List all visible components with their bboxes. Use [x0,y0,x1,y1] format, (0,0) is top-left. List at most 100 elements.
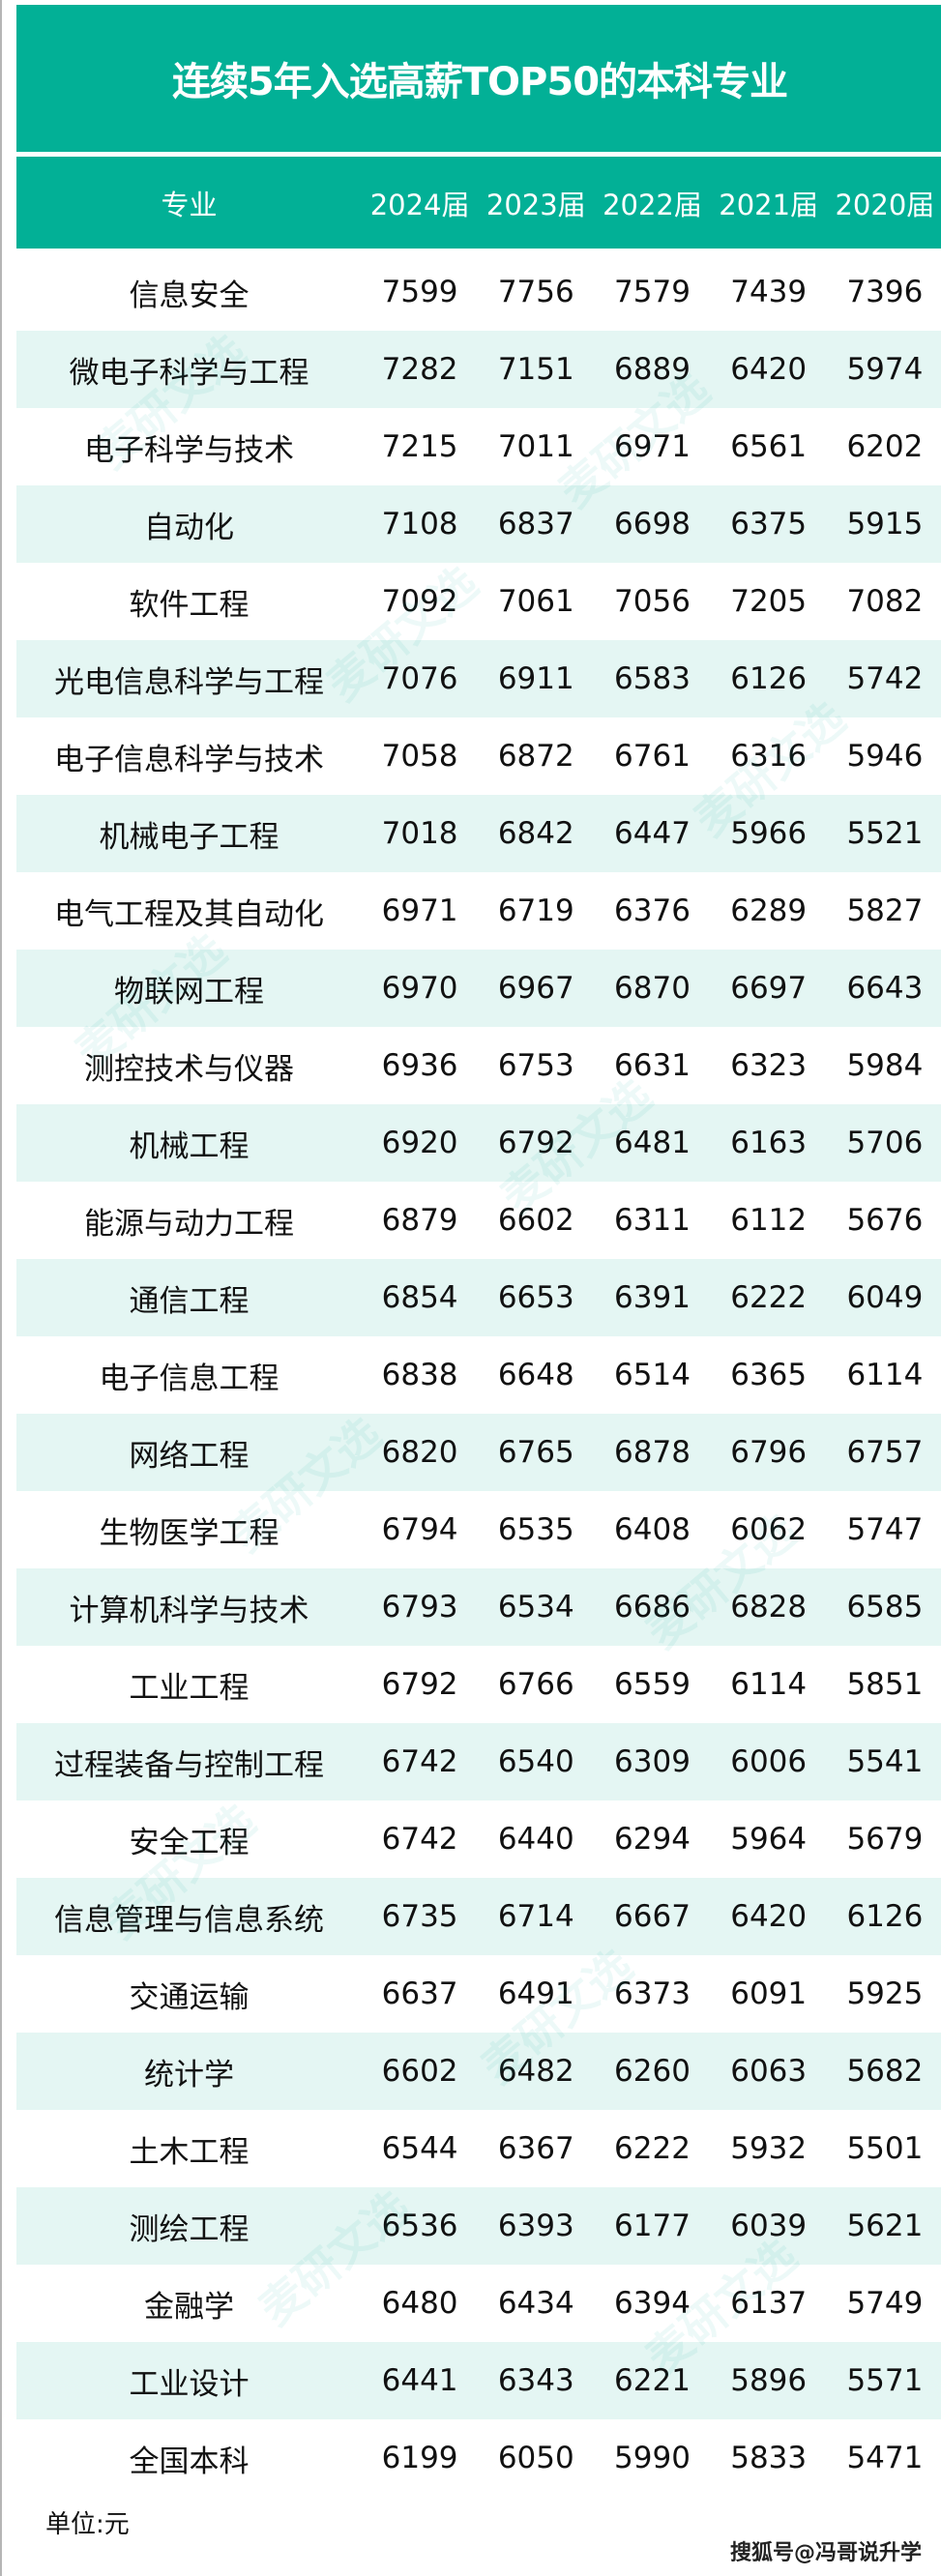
salary-cell: 6480 [381,2286,458,2321]
salary-cell: 6936 [381,1048,458,1083]
salary-cell: 6199 [381,2441,458,2475]
table-row: 网络工程 6820 6765 6878 6796 6757 [16,1414,941,1491]
salary-cell: 7205 [730,584,808,619]
salary-cell: 6420 [730,352,808,387]
salary-cell: 7076 [381,661,458,696]
major-name: 测控技术与仪器 [84,1051,294,1087]
salary-cell: 6343 [497,2363,574,2398]
salary-cell: 7282 [381,352,458,387]
major-name: 物联网工程 [114,974,264,1010]
salary-cell: 6828 [730,1590,808,1625]
salary-cell: 6177 [614,2209,691,2243]
salary-cell: 5984 [846,1048,924,1083]
salary-cell: 6289 [730,893,808,928]
salary-cell: 6393 [497,2209,574,2243]
major-name: 工业工程 [129,1670,250,1706]
salary-cell: 5471 [846,2441,924,2475]
salary-cell: 6854 [381,1280,458,1315]
salary-cell: 6967 [497,971,574,1006]
table-row: 土木工程 6544 6367 6222 5932 5501 [16,2110,941,2187]
salary-cell: 5915 [846,507,924,542]
salary-cell: 7108 [381,507,458,542]
column-header: 2024届 [369,188,470,221]
salary-cell: 6648 [497,1358,574,1392]
salary-cell: 6420 [730,1899,808,1934]
salary-cell: 7215 [381,429,458,464]
table-row: 交通运输 6637 6491 6373 6091 5925 [16,1955,941,2033]
salary-cell: 6434 [497,2286,574,2321]
salary-cell: 6114 [846,1358,924,1392]
table-row: 物联网工程 6970 6967 6870 6697 6643 [16,950,941,1027]
major-name: 金融学 [144,2289,234,2325]
table-row: 能源与动力工程 6879 6602 6311 6112 5676 [16,1182,941,1259]
salary-cell: 6643 [846,971,924,1006]
salary-cell: 5932 [730,2131,808,2166]
salary-cell: 6889 [614,352,691,387]
column-header: 2020届 [835,188,935,221]
salary-cell: 6911 [497,661,574,696]
table-row: 微电子科学与工程 7282 7151 6889 6420 5974 [16,331,941,408]
salary-cell: 7058 [381,739,458,774]
salary-cell: 6316 [730,739,808,774]
column-header: 专业 [161,188,218,221]
salary-cell: 6222 [614,2131,691,2166]
salary-cell: 6970 [381,971,458,1006]
table-row: 金融学 6480 6434 6394 6137 5749 [16,2265,941,2342]
major-name: 机械工程 [129,1128,250,1164]
salary-cell: 7579 [614,275,691,309]
salary-cell: 6761 [614,739,691,774]
source-watermark: 搜狐号@冯哥说升学 [729,2541,922,2565]
salary-cell: 6408 [614,1512,691,1547]
table-row: 信息安全 7599 7756 7579 7439 7396 [16,253,941,331]
salary-cell: 6062 [730,1512,808,1547]
unit-note: 单位:元 [45,2510,130,2539]
salary-cell: 6792 [497,1126,574,1160]
salary-cell: 6971 [614,429,691,464]
salary-cell: 6540 [497,1744,574,1779]
salary-cell: 6323 [730,1048,808,1083]
salary-cell: 5621 [846,2209,924,2243]
salary-cell: 7396 [846,275,924,309]
salary-cell: 6766 [497,1667,574,1702]
table-row: 测控技术与仪器 6936 6753 6631 6323 5984 [16,1027,941,1104]
table-row: 电气工程及其自动化 6971 6719 6376 6289 5827 [16,872,941,950]
salary-cell: 6137 [730,2286,808,2321]
salary-cell: 6602 [497,1203,574,1238]
major-name: 软件工程 [129,587,250,623]
salary-cell: 5966 [730,816,808,851]
salary-cell: 6837 [497,507,574,542]
salary-cell: 6491 [497,1976,574,2011]
major-name: 安全工程 [129,1825,250,1860]
salary-cell: 6514 [614,1358,691,1392]
salary-cell: 5682 [846,2054,924,2089]
salary-cell: 6842 [497,816,574,851]
major-name: 过程装备与控制工程 [54,1747,324,1783]
table-row: 光电信息科学与工程 7076 6911 6583 6126 5742 [16,640,941,717]
salary-cell: 6602 [381,2054,458,2089]
salary-cell: 5571 [846,2363,924,2398]
table-row: 通信工程 6854 6653 6391 6222 6049 [16,1259,941,1336]
salary-cell: 6697 [730,971,808,1006]
salary-cell: 7061 [497,584,574,619]
salary-cell: 6006 [730,1744,808,1779]
major-name: 通信工程 [129,1283,250,1319]
salary-cell: 5974 [846,352,924,387]
major-name: 电子科学与技术 [84,432,294,468]
salary-cell: 5742 [846,661,924,696]
salary-cell: 6126 [846,1899,924,1934]
salary-cell: 6049 [846,1280,924,1315]
salary-cell: 5706 [846,1126,924,1160]
salary-cell: 6534 [497,1590,574,1625]
salary-cell: 6637 [381,1976,458,2011]
salary-cell: 6221 [614,2363,691,2398]
major-name: 统计学 [144,2057,234,2093]
salary-cell: 6394 [614,2286,691,2321]
salary-cell: 6373 [614,1976,691,2011]
salary-cell: 6793 [381,1590,458,1625]
table-row: 自动化 7108 6837 6698 6375 5915 [16,485,941,563]
salary-cell: 7056 [614,584,691,619]
salary-cell: 7018 [381,816,458,851]
major-name: 能源与动力工程 [84,1206,294,1242]
salary-cell: 6719 [497,893,574,928]
salary-cell: 6050 [497,2441,574,2475]
